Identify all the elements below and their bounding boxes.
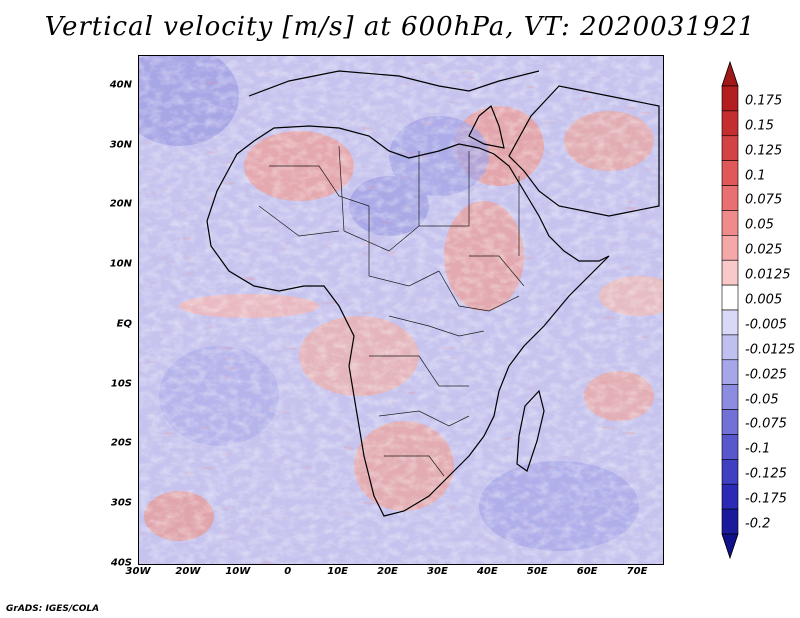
map-panel [138,55,664,565]
lat-tick-label: 40N [109,79,132,91]
lat-tick-label: 30S [110,497,132,509]
colorbar-tick-label: -0.1 [745,441,771,457]
colorbar-swatch [721,334,739,361]
colorbar-swatch [721,185,739,211]
colorbar-tick-label: -0.005 [745,317,787,333]
colorbar-swatch [721,409,739,435]
colorbar-top-arrow [721,60,739,87]
grads-credit: GrADS: IGES/COLA [6,604,100,614]
lon-tick-label: 10W [225,566,251,577]
colorbar-swatch [721,85,739,112]
lat-tick-label: 40S [110,557,132,569]
colorbar-swatch [721,384,739,410]
lat-tick-label: EQ [116,318,132,330]
colorbar-tick-label: 0.075 [745,192,783,208]
lat-tick-label: 20N [109,198,132,210]
colorbar-tick-label: -0.025 [745,367,787,383]
colorbar-tick-label: 0.1 [745,168,766,184]
colorbar-tick-label: 0.025 [745,242,783,258]
colorbar-swatch [721,483,739,510]
colorbar-bottom-arrow [721,533,739,560]
colorbar-swatch [721,508,739,535]
colorbar-swatch [721,359,739,385]
lat-tick-label: 10N [109,258,132,270]
map-title: Vertical velocity [m/s] at 600hPa, VT: 2… [44,12,756,42]
colorbar-swatch [721,434,739,460]
colorbar-tick-label: 0.125 [745,143,783,159]
lon-tick-label: 50E [526,566,548,577]
colorbar-swatch [721,110,739,137]
colorbar-swatch [721,284,739,311]
lon-tick-label: 40E [476,566,498,577]
colorbar-tick-label: -0.075 [745,416,787,432]
colorbar-swatch [721,259,739,286]
velocity-field-map [139,56,663,564]
colorbar-swatch [721,160,739,186]
colorbar-tick-label: 0.0125 [745,267,791,283]
lon-tick-label: 70E [626,566,648,577]
colorbar-tick-label: -0.05 [745,392,779,408]
lon-tick-label: 30W [125,566,151,577]
colorbar-tick-label: -0.175 [745,491,787,507]
colorbar-tick-label: 0.005 [745,292,783,308]
lon-tick-label: 30E [427,566,448,577]
colorbar-tick-label: 0.05 [745,217,774,233]
lon-tick-label: 20E [377,566,398,577]
lat-tick-label: 10S [110,378,132,390]
lon-tick-label: 60E [576,566,598,577]
colorbar-swatch [721,459,739,485]
colorbar [721,60,739,560]
lon-tick-label: 0 [284,566,292,577]
lon-tick-label: 10E [327,566,348,577]
lon-tick-label: 20W [175,566,201,577]
lat-tick-label: 30N [109,139,132,151]
colorbar-swatch [721,235,739,261]
colorbar-tick-label: 0.175 [745,93,783,109]
colorbar-tick-label: 0.15 [745,118,774,134]
lat-tick-label: 20S [110,437,132,449]
colorbar-tick-label: -0.2 [745,516,771,532]
colorbar-swatch [721,210,739,236]
country-borders [258,145,525,477]
coastlines [206,70,660,517]
colorbar-swatch [721,135,739,161]
colorbar-tick-label: -0.0125 [745,342,796,358]
colorbar-tick-label: -0.125 [745,466,787,482]
colorbar-swatch [721,309,739,336]
